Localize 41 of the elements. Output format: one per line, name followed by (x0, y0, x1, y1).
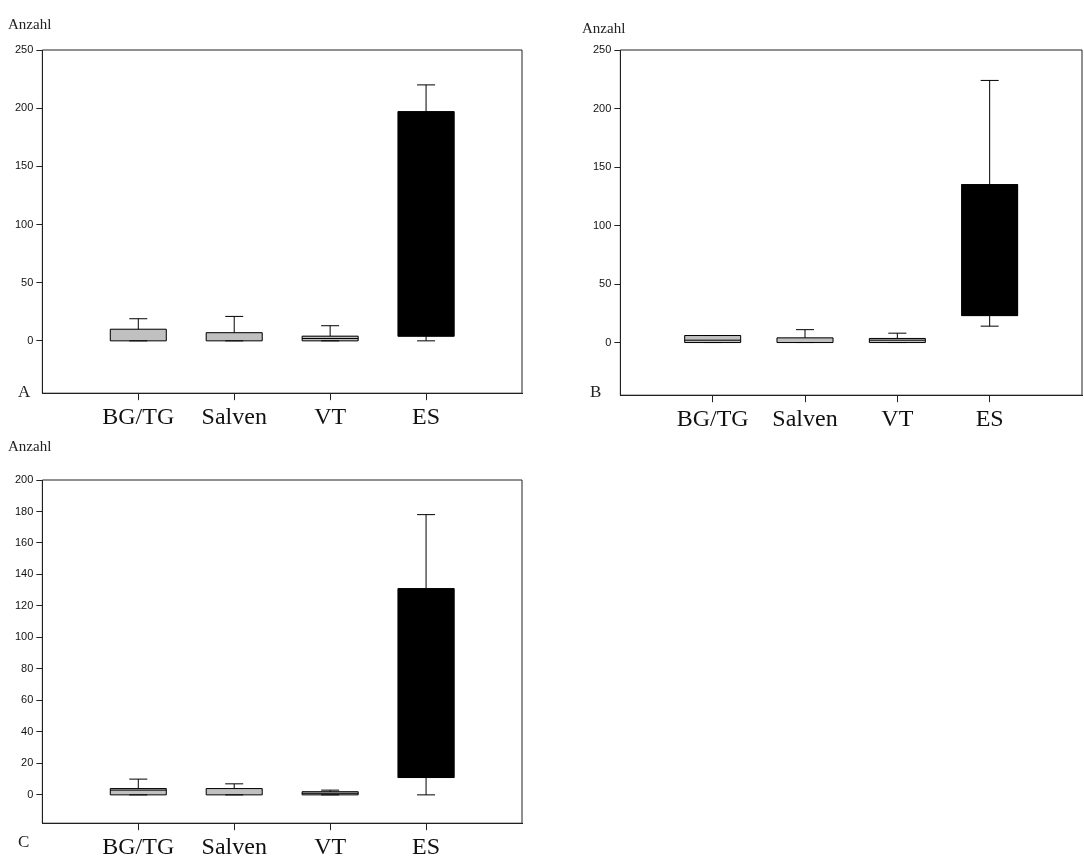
y-tick-label: 100 (14, 630, 34, 643)
text: A (18, 382, 31, 402)
x-tick-label: ES (975, 404, 1004, 431)
x-tick-label: BG/TG (102, 402, 175, 429)
y-tick-label: 0 (27, 333, 34, 346)
text: B (590, 382, 602, 402)
y-tick-label: 250 (14, 43, 34, 56)
text: C (18, 832, 30, 852)
y-tick-label: 150 (592, 160, 612, 173)
x-tick-label: VT (314, 832, 347, 859)
x-tick-label: ES (412, 832, 441, 859)
x-tick-label: VT (881, 404, 914, 431)
y-tick-label: 200 (14, 101, 34, 114)
x-tick-label: Salven (201, 832, 267, 859)
y-tick-label: 200 (14, 473, 34, 486)
y-tick-label: 120 (14, 598, 34, 611)
y-tick-label: 140 (14, 567, 34, 580)
y-tick-label: 100 (14, 217, 34, 230)
x-tick-label: BG/TG (676, 404, 749, 431)
y-tick-label: 200 (592, 101, 612, 114)
y-tick-label: 40 (21, 724, 34, 737)
y-axis-title: Anzahl (8, 438, 52, 455)
x-tick-label: BG/TG (102, 832, 175, 859)
y-tick-label: 160 (14, 536, 34, 548)
y-tick-label: 250 (592, 43, 612, 56)
x-tick-label: Salven (772, 404, 838, 431)
y-tick-label: 60 (21, 693, 34, 706)
y-tick-label: 0 (605, 335, 612, 348)
x-tick-label: Salven (201, 402, 267, 429)
y-axis-title: Anzahl (8, 16, 52, 33)
y-tick-label: 100 (592, 218, 612, 231)
y-tick-label: 180 (14, 504, 34, 517)
y-tick-label: 0 (27, 787, 34, 800)
y-tick-label: 80 (21, 661, 34, 674)
y-tick-label: 50 (21, 275, 34, 288)
x-tick-label: VT (314, 402, 347, 429)
y-tick-label: 50 (599, 277, 612, 290)
y-axis-title: Anzahl (582, 20, 626, 37)
y-tick-label: 20 (21, 756, 34, 769)
x-tick-label: ES (412, 402, 441, 429)
y-tick-label: 150 (14, 159, 34, 172)
